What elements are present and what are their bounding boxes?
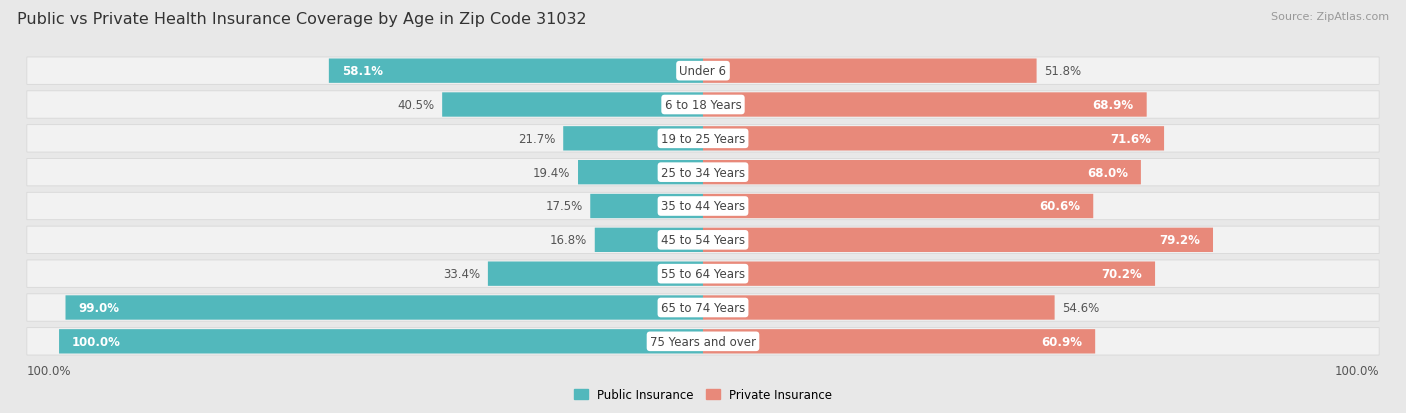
Text: 70.2%: 70.2% (1101, 268, 1142, 280)
Text: 100.0%: 100.0% (1334, 364, 1379, 377)
Text: 60.9%: 60.9% (1042, 335, 1083, 348)
Text: 65 to 74 Years: 65 to 74 Years (661, 301, 745, 314)
Text: 55 to 64 Years: 55 to 64 Years (661, 268, 745, 280)
Text: 40.5%: 40.5% (398, 99, 434, 112)
Text: 75 Years and over: 75 Years and over (650, 335, 756, 348)
FancyBboxPatch shape (703, 195, 1094, 218)
FancyBboxPatch shape (703, 329, 1095, 354)
Text: 100.0%: 100.0% (27, 364, 72, 377)
Text: 25 to 34 Years: 25 to 34 Years (661, 166, 745, 179)
FancyBboxPatch shape (66, 296, 703, 320)
Text: 71.6%: 71.6% (1111, 133, 1152, 145)
Text: 6 to 18 Years: 6 to 18 Years (665, 99, 741, 112)
FancyBboxPatch shape (595, 228, 703, 252)
FancyBboxPatch shape (703, 127, 1164, 151)
Text: 51.8%: 51.8% (1045, 65, 1081, 78)
Text: 33.4%: 33.4% (443, 268, 481, 280)
FancyBboxPatch shape (703, 93, 1147, 117)
FancyBboxPatch shape (329, 59, 703, 84)
FancyBboxPatch shape (27, 125, 1379, 153)
FancyBboxPatch shape (441, 93, 703, 117)
FancyBboxPatch shape (591, 195, 703, 218)
Text: 68.9%: 68.9% (1092, 99, 1133, 112)
FancyBboxPatch shape (27, 227, 1379, 254)
FancyBboxPatch shape (27, 92, 1379, 119)
FancyBboxPatch shape (27, 159, 1379, 186)
Text: 60.6%: 60.6% (1039, 200, 1080, 213)
Legend: Public Insurance, Private Insurance: Public Insurance, Private Insurance (574, 389, 832, 401)
FancyBboxPatch shape (564, 127, 703, 151)
Text: 54.6%: 54.6% (1063, 301, 1099, 314)
Text: 45 to 54 Years: 45 to 54 Years (661, 234, 745, 247)
FancyBboxPatch shape (578, 161, 703, 185)
Text: 79.2%: 79.2% (1159, 234, 1201, 247)
FancyBboxPatch shape (703, 161, 1140, 185)
FancyBboxPatch shape (59, 329, 703, 354)
Text: 19.4%: 19.4% (533, 166, 571, 179)
FancyBboxPatch shape (27, 328, 1379, 355)
FancyBboxPatch shape (488, 262, 703, 286)
FancyBboxPatch shape (27, 260, 1379, 288)
Text: 35 to 44 Years: 35 to 44 Years (661, 200, 745, 213)
FancyBboxPatch shape (703, 262, 1156, 286)
Text: 19 to 25 Years: 19 to 25 Years (661, 133, 745, 145)
Text: 16.8%: 16.8% (550, 234, 588, 247)
Text: 100.0%: 100.0% (72, 335, 121, 348)
Text: 17.5%: 17.5% (546, 200, 582, 213)
Text: 99.0%: 99.0% (79, 301, 120, 314)
Text: Under 6: Under 6 (679, 65, 727, 78)
FancyBboxPatch shape (27, 193, 1379, 220)
FancyBboxPatch shape (27, 294, 1379, 321)
Text: 21.7%: 21.7% (519, 133, 555, 145)
Text: Public vs Private Health Insurance Coverage by Age in Zip Code 31032: Public vs Private Health Insurance Cover… (17, 12, 586, 27)
FancyBboxPatch shape (27, 58, 1379, 85)
FancyBboxPatch shape (703, 296, 1054, 320)
Text: 68.0%: 68.0% (1087, 166, 1128, 179)
Text: 58.1%: 58.1% (342, 65, 382, 78)
FancyBboxPatch shape (703, 228, 1213, 252)
Text: Source: ZipAtlas.com: Source: ZipAtlas.com (1271, 12, 1389, 22)
FancyBboxPatch shape (703, 59, 1036, 84)
